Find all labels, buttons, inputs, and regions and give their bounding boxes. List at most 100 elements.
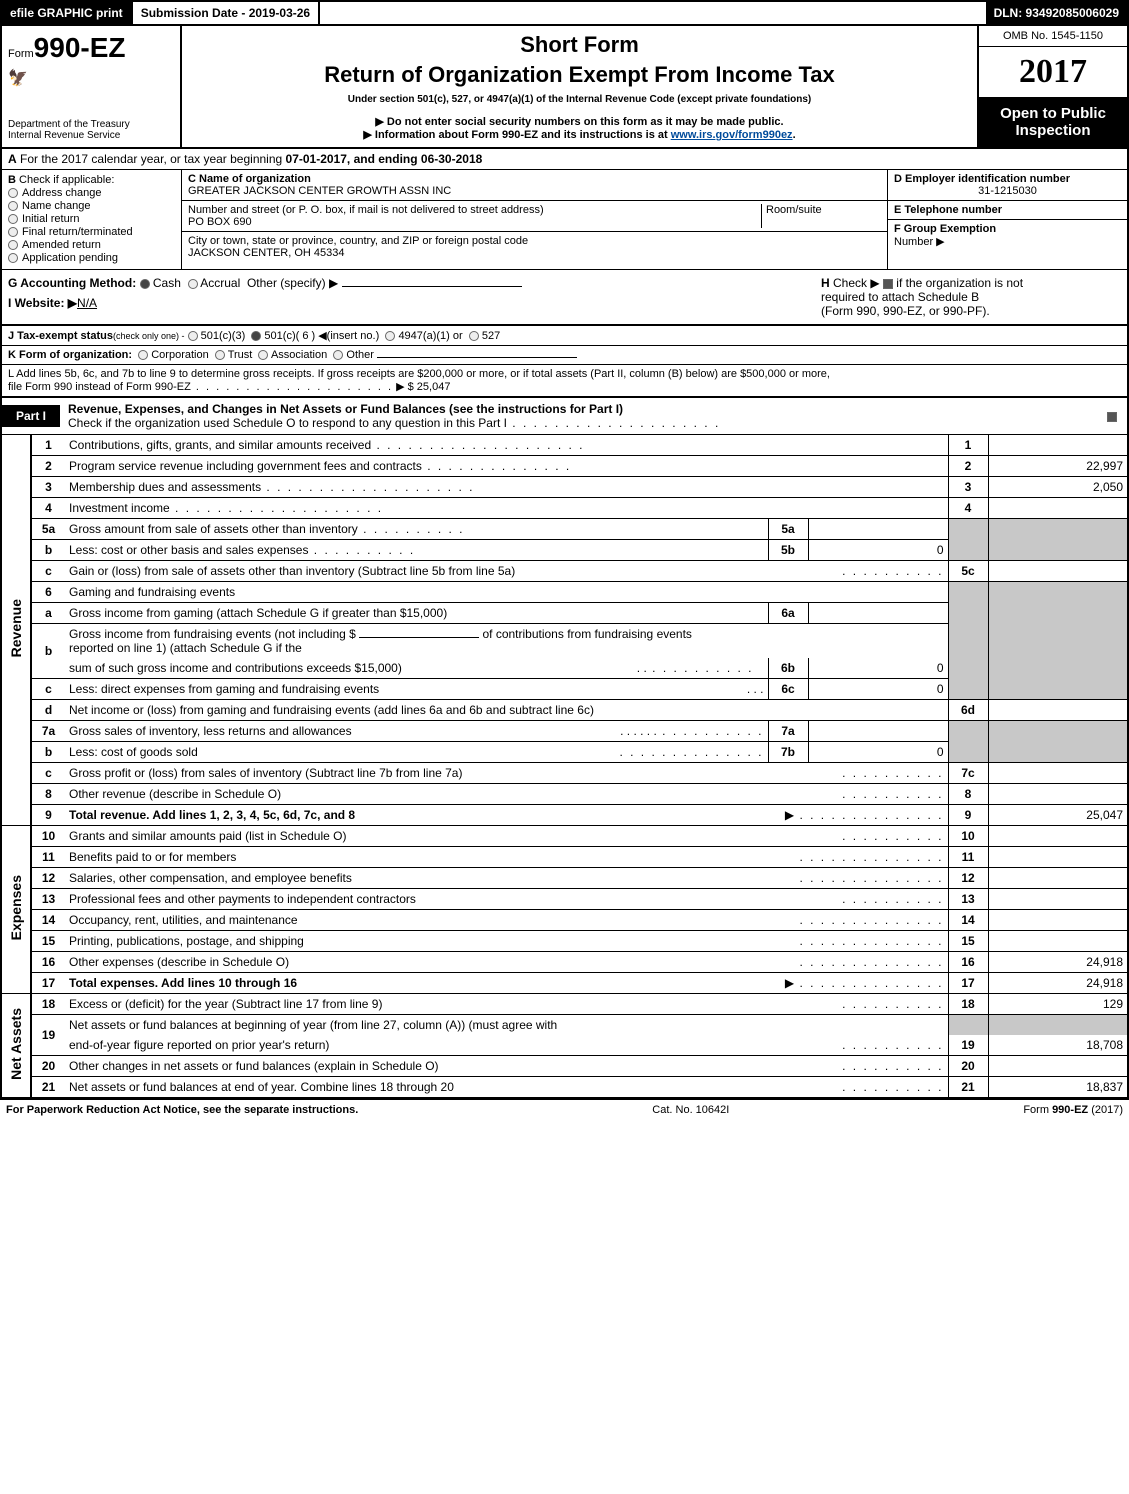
col-b-checkboxes: B Check if applicable: Address change Na… bbox=[2, 170, 182, 269]
radio-accrual[interactable] bbox=[188, 279, 198, 289]
j-sub: (check only one) - bbox=[113, 331, 185, 341]
website-value: N/A bbox=[77, 296, 97, 310]
h-text2: if the organization is not bbox=[896, 276, 1023, 290]
a-mid: , and ending bbox=[347, 152, 421, 166]
h-label: H bbox=[821, 276, 830, 290]
ln3-val: 2,050 bbox=[988, 477, 1128, 498]
cash-label: Cash bbox=[153, 276, 181, 290]
radio-other-org[interactable] bbox=[333, 350, 343, 360]
ln3-desc: Membership dues and assessments bbox=[69, 480, 261, 494]
side-expenses: Expenses bbox=[6, 865, 26, 950]
d-ein-label: D Employer identification number bbox=[894, 173, 1070, 185]
radio-4947[interactable] bbox=[385, 331, 395, 341]
ln5c-ref: 5c bbox=[948, 561, 988, 582]
ln7c-ref: 7c bbox=[948, 763, 988, 784]
radio-trust[interactable] bbox=[215, 350, 225, 360]
radio-501c[interactable] bbox=[251, 331, 261, 341]
gh-row: G Accounting Method: Cash Accrual Other … bbox=[0, 270, 1129, 325]
ln6a-sub: 6a bbox=[768, 603, 808, 624]
cb-final-return[interactable] bbox=[8, 227, 18, 237]
ln4-ref: 4 bbox=[948, 498, 988, 519]
cb-name-change[interactable] bbox=[8, 201, 18, 211]
ln21-ref: 21 bbox=[948, 1077, 988, 1098]
cb-application-pending-label: Application pending bbox=[22, 252, 118, 264]
year-begin: 07-01-2017 bbox=[286, 152, 347, 166]
j-501c: 501(c)( 6 ) ◀(insert no.) bbox=[264, 330, 379, 342]
check-if-label: Check if applicable: bbox=[19, 174, 114, 186]
ln7b-num: b bbox=[31, 742, 65, 763]
footer-right-post: (2017) bbox=[1088, 1104, 1123, 1116]
org-city: JACKSON CENTER, OH 45334 bbox=[188, 247, 881, 259]
k-row: K Form of organization: Corporation Trus… bbox=[0, 345, 1129, 364]
ln21-num: 21 bbox=[31, 1077, 65, 1098]
c-city-label: City or town, state or province, country… bbox=[188, 235, 881, 247]
i-website-label: I Website: ▶ bbox=[8, 296, 77, 310]
ln8-desc: Other revenue (describe in Schedule O) bbox=[69, 787, 281, 801]
cb-amended-return[interactable] bbox=[8, 240, 18, 250]
ln3-ref: 3 bbox=[948, 477, 988, 498]
info-line: ▶ Information about Form 990-EZ and its … bbox=[190, 128, 969, 141]
ln5b-sub: 5b bbox=[768, 540, 808, 561]
ln14-val bbox=[988, 910, 1128, 931]
cb-initial-return[interactable] bbox=[8, 214, 18, 224]
ln6a-desc: Gross income from gaming (attach Schedul… bbox=[69, 606, 447, 620]
ln17-val: 24,918 bbox=[988, 973, 1128, 994]
ln14-ref: 14 bbox=[948, 910, 988, 931]
cb-application-pending[interactable] bbox=[8, 253, 18, 263]
ssn-warning: ▶ Do not enter social security numbers o… bbox=[190, 115, 969, 128]
h-checkbox[interactable] bbox=[883, 279, 893, 289]
ln13-desc: Professional fees and other payments to … bbox=[69, 892, 416, 906]
ln21-val: 18,837 bbox=[988, 1077, 1128, 1098]
f-group-label: F Group Exemption bbox=[894, 223, 996, 235]
irs-link[interactable]: www.irs.gov/form990ez bbox=[671, 129, 793, 141]
cb-final-return-label: Final return/terminated bbox=[22, 226, 133, 238]
ln10-num: 10 bbox=[31, 826, 65, 847]
ln13-num: 13 bbox=[31, 889, 65, 910]
ln5c-desc: Gain or (loss) from sale of assets other… bbox=[69, 564, 515, 578]
k-trust: Trust bbox=[228, 349, 253, 361]
label-a: A bbox=[8, 152, 17, 166]
ln6a-num: a bbox=[31, 603, 65, 624]
ln19-desc: Net assets or fund balances at beginning… bbox=[69, 1018, 557, 1032]
ln6d-val bbox=[988, 700, 1128, 721]
info-pre: ▶ Information about Form 990-EZ and its … bbox=[363, 129, 670, 141]
ln1-ref: 1 bbox=[948, 435, 988, 456]
radio-cash[interactable] bbox=[140, 279, 150, 289]
j-4947: 4947(a)(1) or bbox=[398, 330, 462, 342]
radio-501c3[interactable] bbox=[188, 331, 198, 341]
efile-print-button[interactable]: efile GRAPHIC print bbox=[2, 2, 133, 24]
ln18-num: 18 bbox=[31, 994, 65, 1015]
section-a: A For the 2017 calendar year, or tax yea… bbox=[0, 149, 1129, 270]
ln19-ref: 19 bbox=[948, 1035, 988, 1056]
ln3-num: 3 bbox=[31, 477, 65, 498]
ln12-ref: 12 bbox=[948, 868, 988, 889]
ln5b-desc: Less: cost or other basis and sales expe… bbox=[69, 543, 308, 557]
ln6d-num: d bbox=[31, 700, 65, 721]
ln8-val bbox=[988, 784, 1128, 805]
ln6d-ref: 6d bbox=[948, 700, 988, 721]
ln7a-desc: Gross sales of inventory, less returns a… bbox=[69, 724, 352, 738]
l-row: L Add lines 5b, 6c, and 7b to line 9 to … bbox=[0, 364, 1129, 398]
part1-checkbox[interactable] bbox=[1107, 412, 1117, 422]
h-text4: (Form 990, 990-EZ, or 990-PF). bbox=[821, 304, 990, 318]
open-line2: Inspection bbox=[983, 122, 1123, 139]
eagle-icon: 🦅 bbox=[8, 68, 174, 88]
ln15-val bbox=[988, 931, 1128, 952]
ln17-ref: 17 bbox=[948, 973, 988, 994]
h-check: Check ▶ bbox=[833, 276, 880, 290]
footer-center: Cat. No. 10642I bbox=[652, 1104, 729, 1116]
radio-assoc[interactable] bbox=[258, 350, 268, 360]
ln12-num: 12 bbox=[31, 868, 65, 889]
omb-number: OMB No. 1545-1150 bbox=[979, 26, 1127, 47]
tax-year: 2017 bbox=[979, 47, 1127, 97]
ln7b-desc: Less: cost of goods sold bbox=[69, 745, 198, 759]
short-form-title: Short Form bbox=[190, 32, 969, 58]
c-street-label: Number and street (or P. O. box, if mail… bbox=[188, 204, 761, 216]
radio-corp[interactable] bbox=[138, 350, 148, 360]
cb-address-change[interactable] bbox=[8, 188, 18, 198]
ln1-num: 1 bbox=[31, 435, 65, 456]
l-text1: L Add lines 5b, 6c, and 7b to line 9 to … bbox=[8, 368, 1121, 380]
ln7a-sub: 7a bbox=[768, 721, 808, 742]
ln7a-num: 7a bbox=[31, 721, 65, 742]
radio-527[interactable] bbox=[469, 331, 479, 341]
